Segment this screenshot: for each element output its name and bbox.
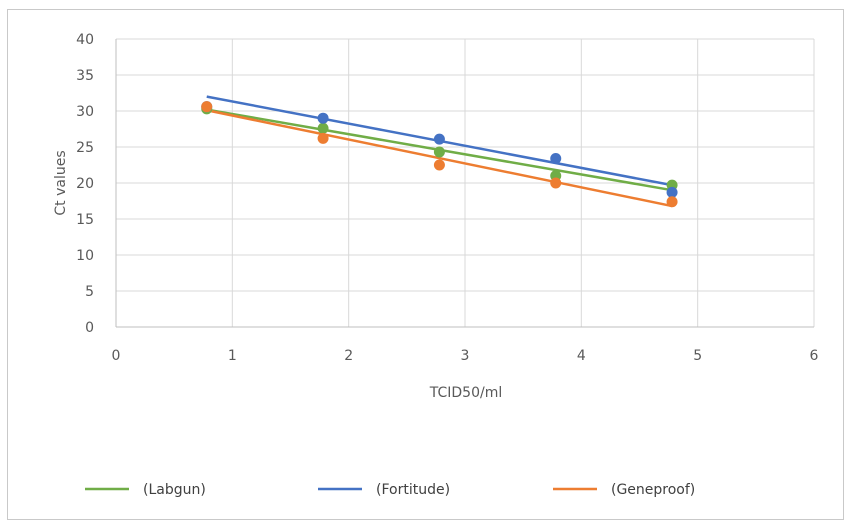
geneproof-point [201, 101, 213, 113]
x-tick-label: 5 [693, 348, 702, 364]
legend-label-fortitude: (Fortitude) [376, 482, 450, 498]
geneproof-trendline [206, 109, 673, 208]
x-tick-label: 2 [344, 348, 353, 364]
x-tick-label: 6 [810, 348, 819, 364]
geneproof-point [433, 159, 445, 171]
y-tick-label: 0 [85, 320, 94, 336]
legend: (Labgun) (Fortitude) (Geneproof) [85, 482, 695, 498]
y-tick-label: 30 [76, 104, 94, 120]
fortitude-point [550, 153, 562, 165]
data-points [201, 101, 678, 208]
x-tick-label: 1 [228, 348, 237, 364]
y-axis-title: Ct values [53, 150, 69, 215]
fortitude-point [317, 112, 329, 124]
grid-lines [116, 38, 815, 327]
axes [115, 39, 814, 328]
legend-label-labgun: (Labgun) [143, 482, 206, 498]
x-tick-labels: 0 1 2 3 4 5 6 [112, 348, 819, 364]
geneproof-point [666, 196, 678, 208]
y-tick-label: 40 [76, 32, 94, 48]
x-axis-title: TCID50/ml [429, 385, 502, 401]
x-tick-label: 0 [112, 348, 121, 364]
chart-frame [7, 9, 844, 520]
y-tick-labels: 0 5 10 15 20 25 30 35 40 [76, 32, 94, 336]
geneproof-point [317, 132, 329, 144]
geneproof-point [550, 177, 562, 189]
y-tick-label: 20 [76, 176, 94, 192]
fortitude-point [666, 186, 678, 198]
y-tick-label: 5 [85, 284, 94, 300]
fortitude-point [433, 133, 445, 145]
y-tick-label: 35 [76, 68, 94, 84]
y-tick-label: 10 [76, 248, 94, 264]
x-tick-label: 4 [577, 348, 586, 364]
legend-label-geneproof: (Geneproof) [611, 482, 695, 498]
labgun-point [317, 122, 329, 134]
labgun-point [433, 146, 445, 158]
x-tick-label: 3 [461, 348, 470, 364]
y-tick-label: 15 [76, 212, 94, 228]
y-tick-label: 25 [76, 140, 94, 156]
